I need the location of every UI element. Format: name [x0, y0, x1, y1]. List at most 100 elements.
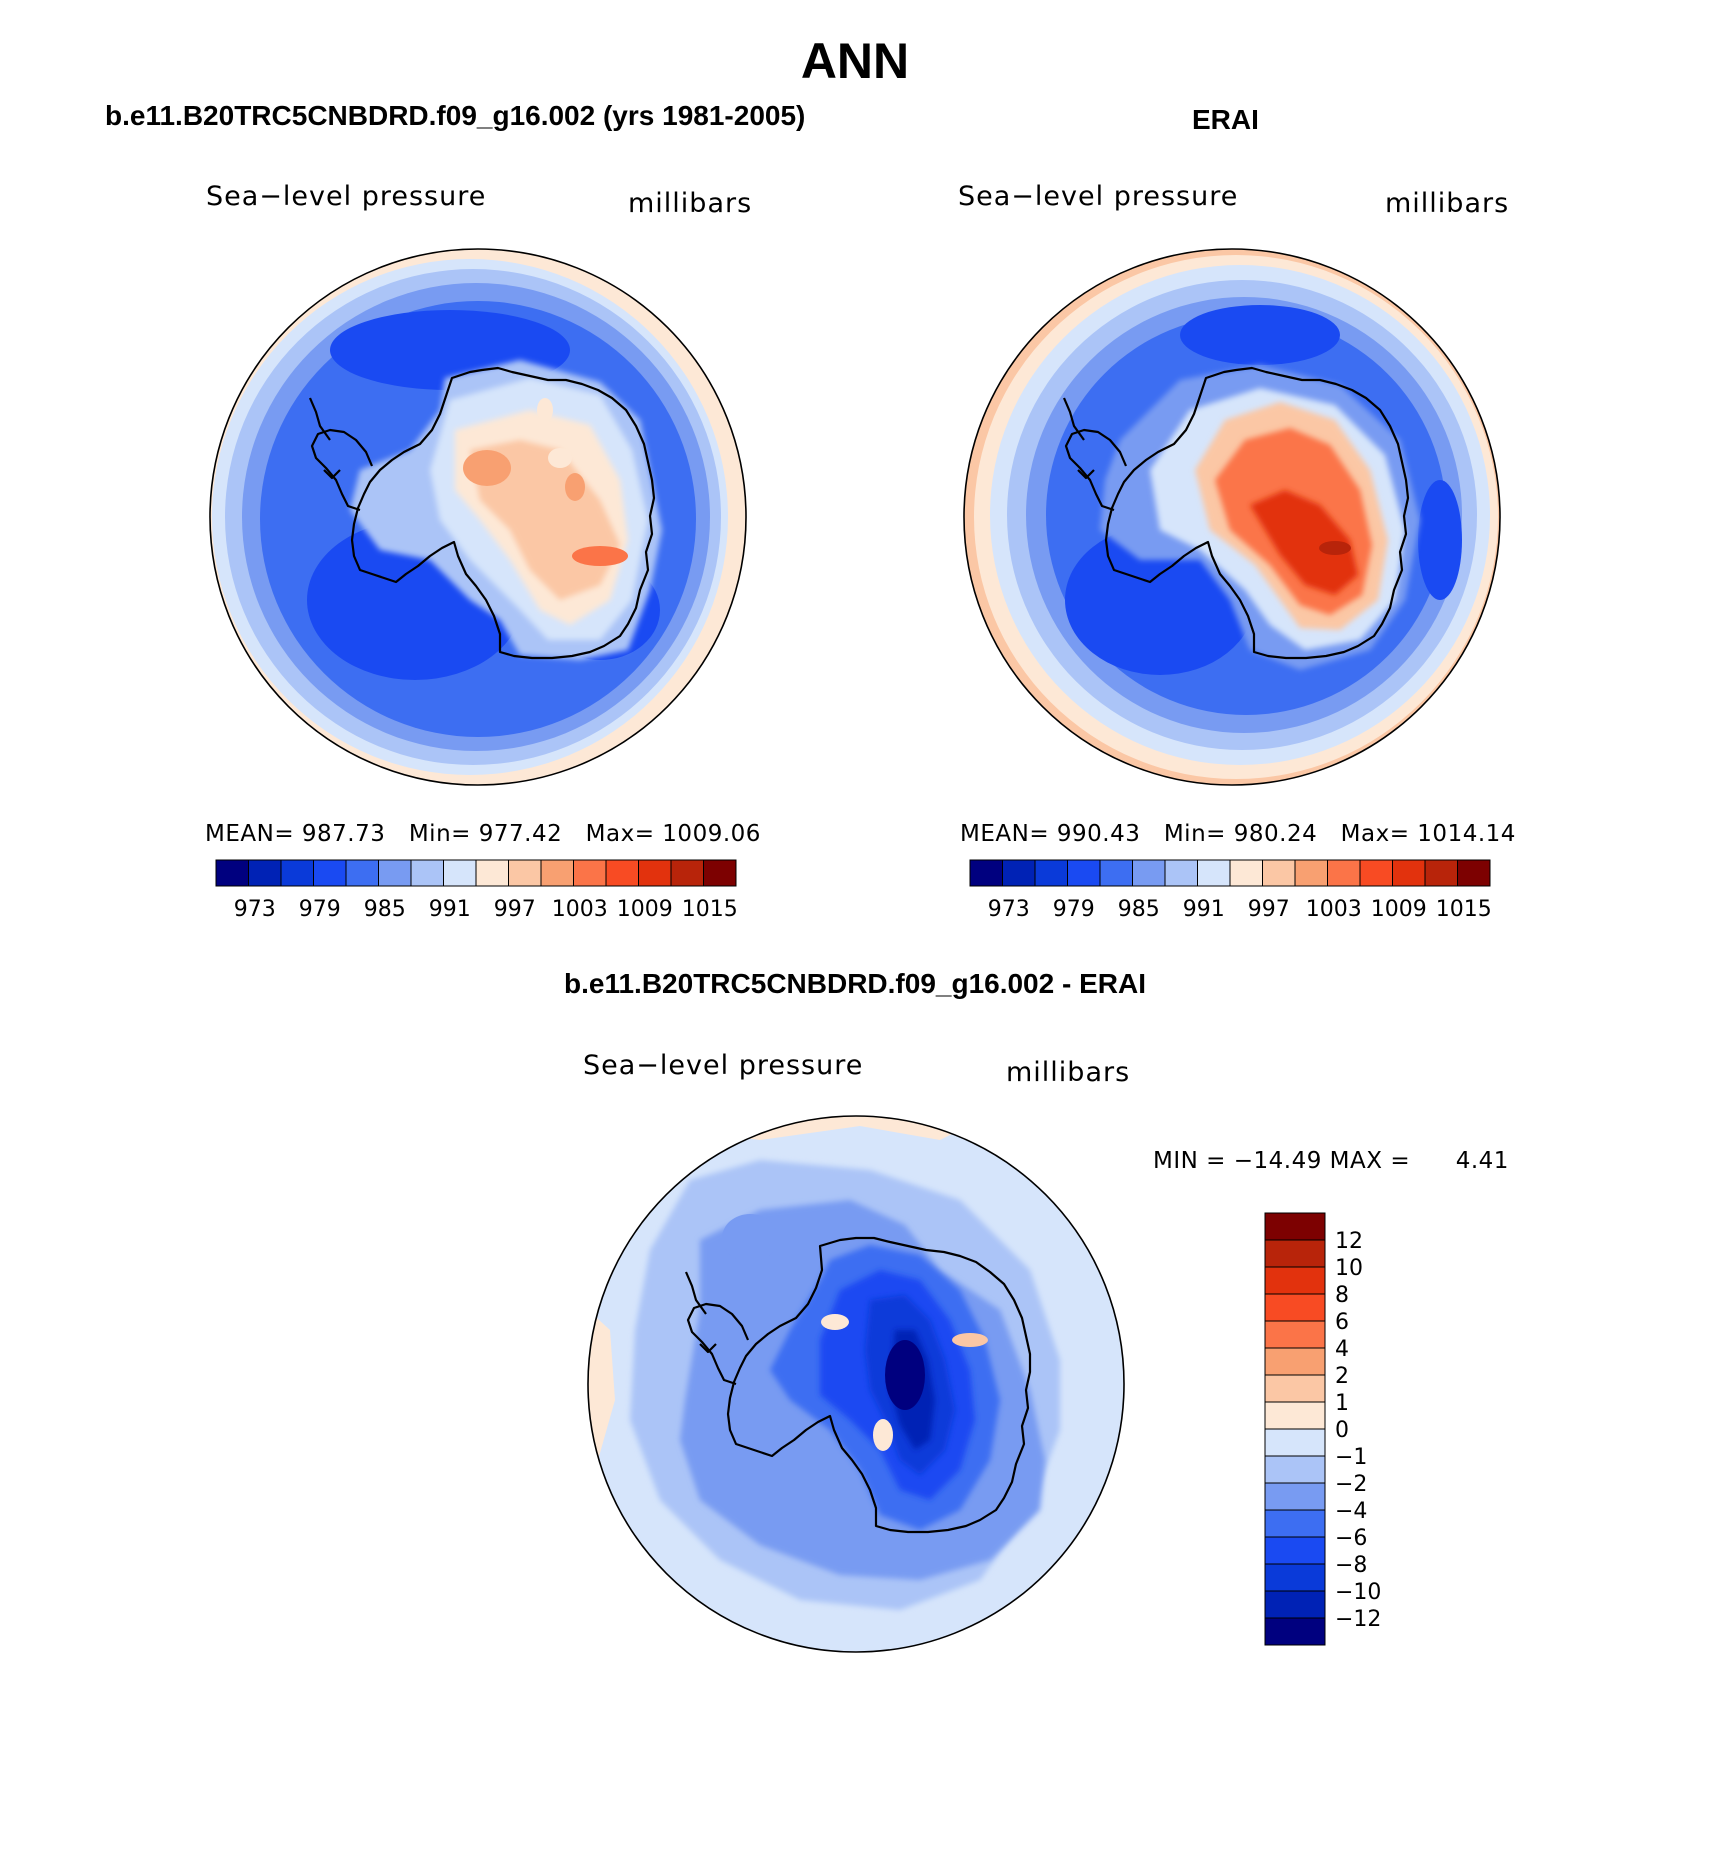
obs-colorbar-box	[1424, 859, 1458, 887]
model-colorbar-tick-label: 979	[299, 897, 341, 922]
model-peak-e	[537, 398, 553, 422]
obs-colorbar-box	[1229, 859, 1263, 887]
obs-colorbar-tick-label: 991	[1183, 897, 1225, 922]
diff-colorbar-tick-label: 8	[1335, 1283, 1349, 1308]
obs-colorbar-box	[1164, 859, 1198, 887]
model-peak-b	[572, 546, 628, 566]
diff-pos-a	[821, 1314, 849, 1330]
model-colorbar-box	[573, 859, 607, 887]
model-colorbar-box	[215, 859, 249, 887]
obs-colorbar-tick-label: 979	[1053, 897, 1095, 922]
diff-colorbar-box	[1264, 1374, 1326, 1403]
model-colorbar-tick-label: 997	[494, 897, 536, 922]
model-colorbar-box	[638, 859, 672, 887]
obs-colorbar-box	[1132, 859, 1166, 887]
diff-colorbar-tick-label: 12	[1335, 1229, 1363, 1254]
diff-colorbar-tick-label: 4	[1335, 1337, 1349, 1362]
diff-colorbar-box	[1264, 1536, 1326, 1565]
model-max-label: Max=	[585, 821, 655, 847]
obs-colorbar-box	[1099, 859, 1133, 887]
diff-colorbar-box	[1264, 1401, 1326, 1430]
model-peak-a	[463, 450, 511, 486]
model-colorbar-tick-label: 1009	[617, 897, 673, 922]
model-variable-label: Sea−level pressure	[206, 181, 487, 212]
obs-stats: MEAN= 990.43 Min= 980.24 Max= 1014.14	[960, 821, 1516, 847]
model-min-label: Min=	[408, 821, 471, 847]
diff-colorbar-box	[1264, 1212, 1326, 1241]
obs-colorbar-box	[1262, 859, 1296, 887]
obs-low-right	[1418, 480, 1462, 600]
diff-colorbar-box	[1264, 1617, 1326, 1646]
obs-units-label: millibars	[1385, 188, 1510, 219]
obs-min-label: Min=	[1163, 821, 1226, 847]
diff-colorbar-box	[1264, 1563, 1326, 1592]
obs-field-1015	[1250, 490, 1358, 595]
diff-colorbar-box	[1264, 1293, 1326, 1322]
obs-colorbar-box	[969, 859, 1003, 887]
diff-min-value: −14.49	[1233, 1148, 1322, 1174]
model-colorbar-tick-label: 1003	[552, 897, 608, 922]
diff-colorbar-box	[1264, 1482, 1326, 1511]
obs-colorbar-tick-label: 973	[988, 897, 1030, 922]
diff-colorbar-tick-label: −1	[1335, 1445, 1367, 1470]
obs-min-value: 980.24	[1233, 821, 1318, 847]
diff-colorbar-box	[1264, 1590, 1326, 1619]
model-stats: MEAN= 987.73 Min= 977.42 Max= 1009.06	[205, 821, 761, 847]
diff-panel-title: b.e11.B20TRC5CNBDRD.f09_g16.002 - ERAI	[564, 968, 1146, 999]
obs-max-value: 1014.14	[1417, 821, 1516, 847]
obs-panel-title: ERAI	[1192, 104, 1259, 135]
obs-peak	[1319, 541, 1351, 555]
model-colorbar-box	[410, 859, 444, 887]
model-colorbar-tick-label: 985	[364, 897, 406, 922]
obs-colorbar-tick-label: 1003	[1306, 897, 1362, 922]
diff-low-nw	[722, 1214, 778, 1262]
model-panel-title: b.e11.B20TRC5CNBDRD.f09_g16.002 (yrs 198…	[105, 100, 806, 131]
diff-map-border	[587, 1115, 1125, 1653]
model-colorbar-box	[475, 859, 509, 887]
model-colorbar-box	[540, 859, 574, 887]
diff-antarctica-coastline	[684, 1236, 1032, 1534]
obs-colorbar-box	[1294, 859, 1328, 887]
diff-colorbar-box	[1264, 1347, 1326, 1376]
obs-variable-label: Sea−level pressure	[958, 181, 1239, 212]
obs-colorbar-box	[1197, 859, 1231, 887]
model-colorbar-tick-label: 1015	[682, 897, 738, 922]
diff-max-label: MAX =	[1329, 1148, 1411, 1174]
model-colorbar-box	[703, 859, 737, 887]
obs-colorbar-tick-label: 1009	[1371, 897, 1427, 922]
diff-variable-label: Sea−level pressure	[583, 1050, 864, 1081]
model-mean-value: 987.73	[301, 821, 386, 847]
diff-min	[885, 1340, 925, 1410]
diff-colorbar-box	[1264, 1320, 1326, 1349]
diff-colorbar-tick-label: 1	[1335, 1391, 1349, 1416]
obs-antarctica-coastline	[1062, 366, 1410, 660]
model-colorbar-box	[345, 859, 379, 887]
model-peak-c	[565, 473, 585, 501]
diff-pos-left	[588, 1310, 615, 1460]
model-colorbar-box	[508, 859, 542, 887]
diff-colorbar-tick-label: 10	[1335, 1256, 1363, 1281]
diff-stats: MIN = −14.49 MAX = 4.41	[1153, 1148, 1509, 1174]
diff-colorbar-tick-label: −4	[1335, 1499, 1367, 1524]
diff-colorbar-box	[1264, 1509, 1326, 1538]
diff-colorbar-tick-label: −10	[1335, 1580, 1381, 1605]
diff-colorbar-box	[1264, 1266, 1326, 1295]
obs-colorbar-box	[1457, 859, 1491, 887]
model-units-label: millibars	[628, 188, 753, 219]
diff-slp-map	[588, 1116, 1124, 1652]
diff-pos-b	[952, 1333, 988, 1347]
model-slp-map	[210, 249, 746, 785]
diff-colorbar-tick-label: −12	[1335, 1607, 1381, 1632]
diff-units-label: millibars	[1006, 1057, 1131, 1088]
page-title: ANN	[800, 33, 910, 89]
model-map-border	[209, 248, 747, 786]
model-mean-label: MEAN=	[205, 821, 295, 847]
obs-mean-label: MEAN=	[960, 821, 1050, 847]
obs-slp-map	[964, 249, 1500, 785]
obs-max-label: Max=	[1340, 821, 1410, 847]
diff-colorbar-tick-label: −2	[1335, 1472, 1367, 1497]
obs-colorbar-tick-label: 985	[1118, 897, 1160, 922]
model-max-value: 1009.06	[662, 821, 761, 847]
